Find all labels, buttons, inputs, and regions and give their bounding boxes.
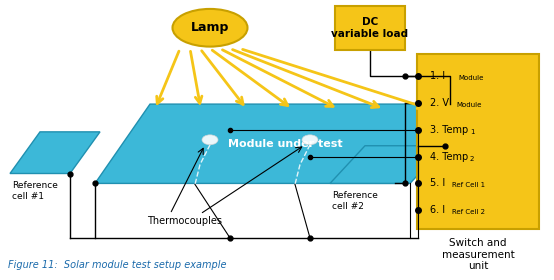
Text: Reference
cell #1: Reference cell #1 (12, 181, 58, 201)
Text: Ref Cell 1: Ref Cell 1 (452, 182, 485, 188)
Text: Switch and
measurement
unit: Switch and measurement unit (442, 238, 514, 271)
Text: Ref Cell 2: Ref Cell 2 (452, 209, 485, 215)
Text: Module: Module (456, 102, 481, 108)
Polygon shape (95, 104, 450, 183)
FancyBboxPatch shape (335, 6, 405, 50)
Ellipse shape (302, 135, 318, 145)
Text: Figure 11:  Solar module test setup example: Figure 11: Solar module test setup examp… (8, 260, 227, 270)
Polygon shape (10, 132, 100, 174)
Text: 1. I: 1. I (430, 71, 445, 81)
Text: 5. I: 5. I (430, 178, 445, 188)
Text: 4. Temp: 4. Temp (430, 152, 471, 162)
Text: DC
variable load: DC variable load (331, 17, 408, 39)
Text: 1: 1 (470, 129, 474, 135)
Text: 6. I: 6. I (430, 205, 445, 215)
Text: Reference
cell #2: Reference cell #2 (332, 191, 378, 211)
Ellipse shape (202, 135, 218, 145)
Text: 2: 2 (470, 156, 474, 162)
Text: Module under test: Module under test (228, 139, 342, 149)
Ellipse shape (172, 9, 248, 46)
Text: Lamp: Lamp (191, 21, 229, 34)
Text: 2. V: 2. V (430, 98, 449, 108)
FancyBboxPatch shape (417, 53, 539, 229)
Polygon shape (330, 146, 445, 183)
Text: Thermocouples: Thermocouples (147, 216, 223, 226)
Text: Module: Module (458, 75, 484, 81)
Text: 3. Temp: 3. Temp (430, 125, 471, 135)
